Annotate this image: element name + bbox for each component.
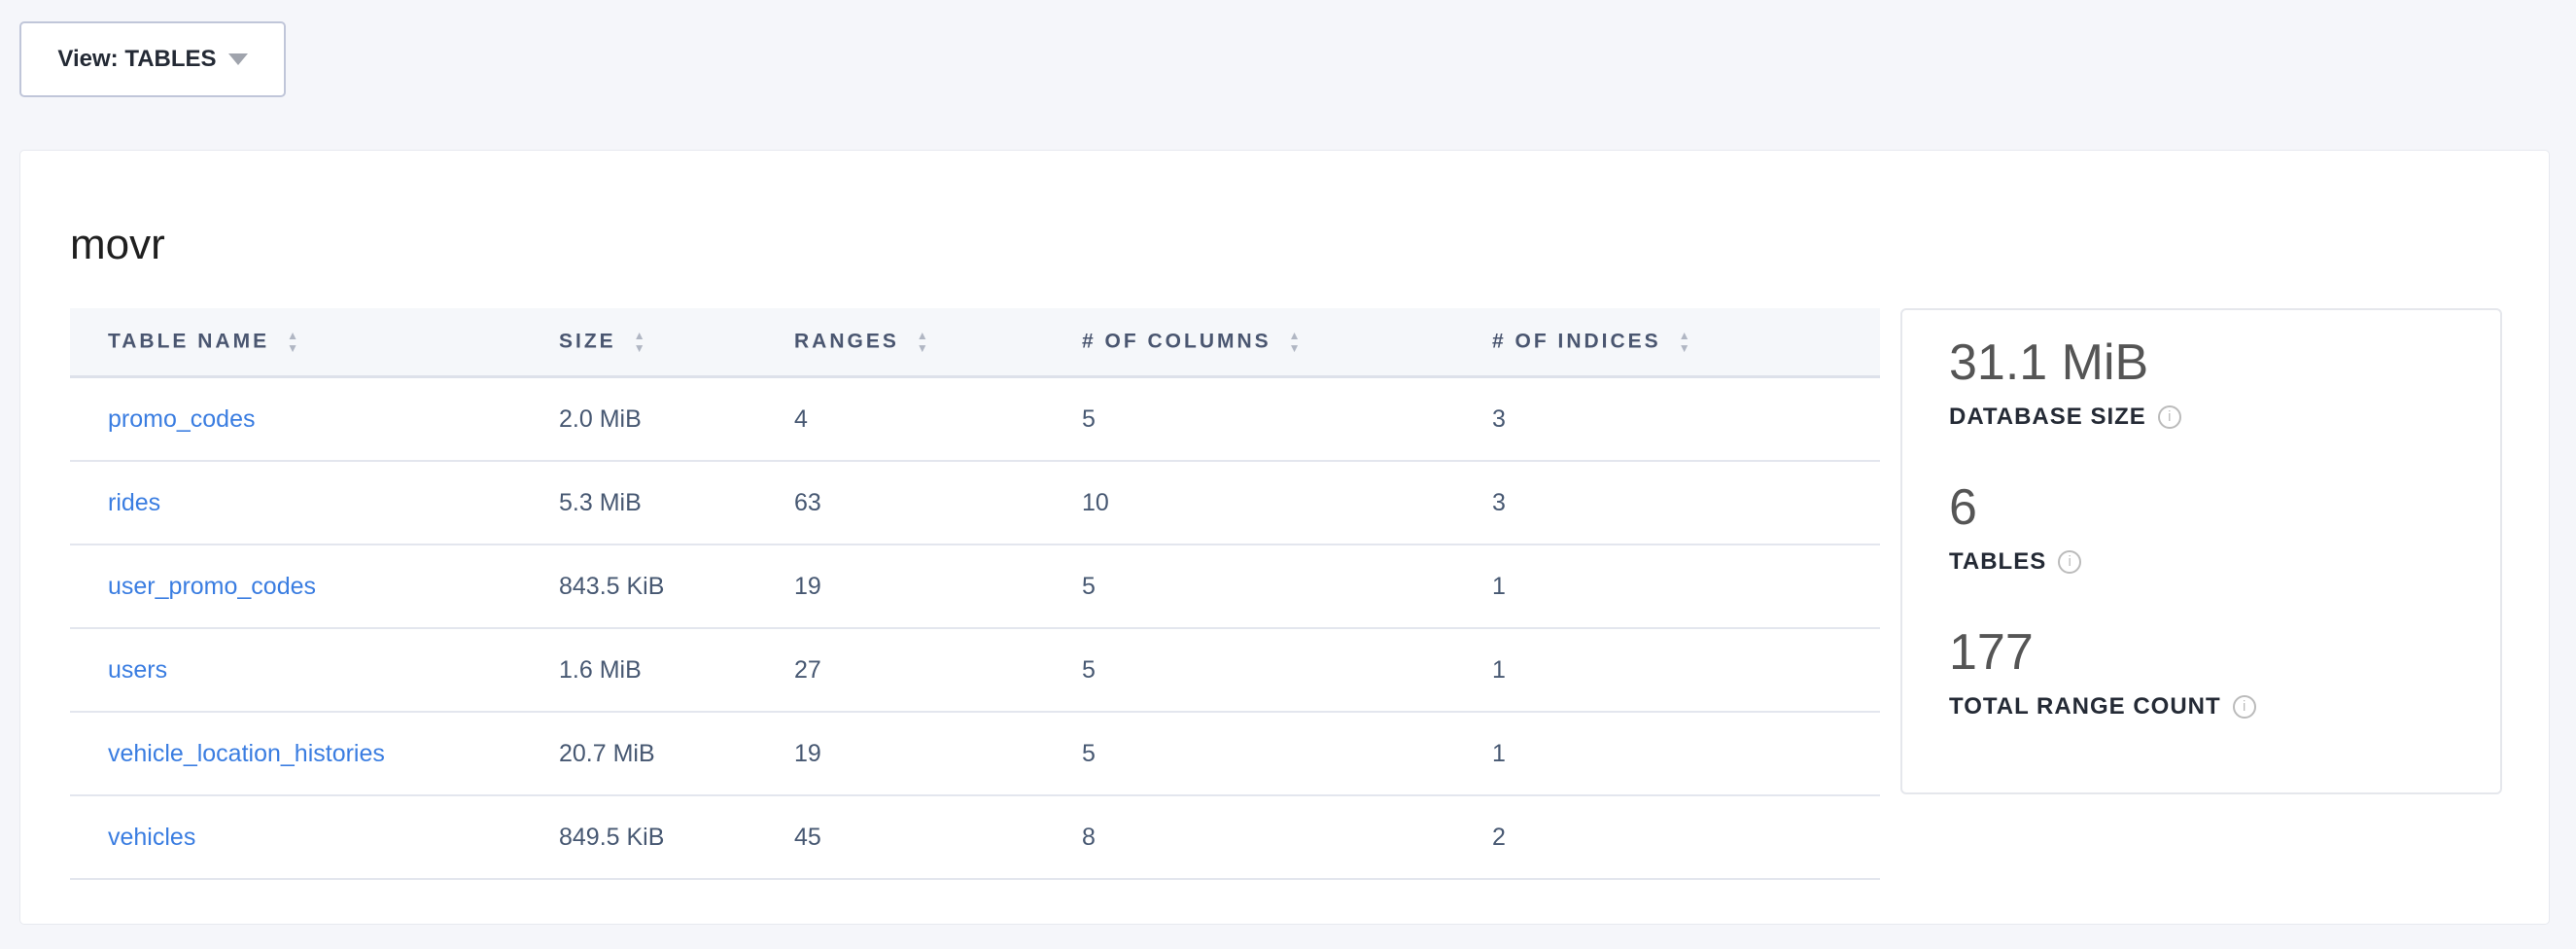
table-cell: 3 bbox=[1492, 376, 1880, 462]
table-cell: 5 bbox=[1082, 712, 1492, 796]
database-summary: 31.1 MiB DATABASE SIZE i 6 TABLES i 177 TO… bbox=[1900, 308, 2502, 794]
table-name-link[interactable]: promo_codes bbox=[108, 404, 256, 433]
column-header-label: RANGES bbox=[794, 330, 899, 353]
table-cell: 2 bbox=[1492, 795, 1880, 880]
table-cell: 8 bbox=[1082, 795, 1492, 880]
tables-table: TABLE NAME ▲ ▼ SIZE ▲ ▼ RANGES ▲ ▼ # OF COLUMNS ▲ ▼… bbox=[70, 308, 1880, 880]
table-row: vehicles 849.5 KiB 45 8 2 bbox=[70, 795, 1880, 880]
table-row: user_promo_codes 843.5 KiB 19 5 1 bbox=[70, 545, 1880, 629]
sort-icon[interactable]: ▲ ▼ bbox=[1678, 328, 1690, 355]
stat-value: 6 bbox=[1949, 479, 1977, 536]
table-cell: 5.3 MiB bbox=[559, 461, 794, 545]
table-row: users 1.6 MiB 27 5 1 bbox=[70, 628, 1880, 713]
table-name-link[interactable]: vehicle_location_histories bbox=[108, 739, 385, 767]
stat-label: DATABASE SIZE bbox=[1949, 404, 2146, 430]
caret-down-icon bbox=[227, 53, 248, 65]
table-row: rides 5.3 MiB 63 10 3 bbox=[70, 461, 1880, 545]
column-header-label: # OF COLUMNS bbox=[1082, 330, 1271, 353]
table-cell: 27 bbox=[794, 628, 1082, 713]
sort-icon[interactable]: ▲ ▼ bbox=[633, 328, 645, 355]
table-cell: 10 bbox=[1082, 461, 1492, 545]
stat-value: 31.1 MiB bbox=[1949, 334, 2149, 391]
stat-database-size: 31.1 MiB DATABASE SIZE i bbox=[1949, 334, 2181, 431]
table-cell: vehicles bbox=[70, 795, 559, 880]
stat-label: TOTAL RANGE COUNT bbox=[1949, 693, 2221, 720]
table-cell: 1.6 MiB bbox=[559, 628, 794, 713]
table-cell: users bbox=[70, 628, 559, 713]
table-cell: 45 bbox=[794, 795, 1082, 880]
stat-label: TABLES bbox=[1949, 548, 2047, 575]
table-cell: rides bbox=[70, 461, 559, 545]
column-header-label: SIZE bbox=[559, 330, 616, 353]
table-cell: 843.5 KiB bbox=[559, 545, 794, 629]
view-selector-dropdown[interactable]: View: TABLES bbox=[19, 21, 286, 97]
info-icon[interactable]: i bbox=[2232, 695, 2256, 719]
column-header[interactable]: # OF INDICES ▲ ▼ bbox=[1492, 308, 1880, 378]
table-cell: 63 bbox=[794, 461, 1082, 545]
info-icon[interactable]: i bbox=[2058, 550, 2082, 574]
table-cell: 19 bbox=[794, 545, 1082, 629]
table-cell: 5 bbox=[1082, 376, 1492, 462]
table-cell: 20.7 MiB bbox=[559, 712, 794, 796]
column-header[interactable]: TABLE NAME ▲ ▼ bbox=[70, 308, 559, 378]
table-cell: 19 bbox=[794, 712, 1082, 796]
info-icon[interactable]: i bbox=[2157, 405, 2181, 429]
sort-icon[interactable]: ▲ ▼ bbox=[287, 328, 298, 355]
column-header-label: TABLE NAME bbox=[108, 330, 270, 353]
view-selector-label: View: TABLES bbox=[57, 46, 217, 72]
database-card: movr TABLE NAME ▲ ▼ SIZE ▲ ▼ RANGES ▲ ▼ # OF COLU… bbox=[19, 150, 2550, 925]
table-name-link[interactable]: user_promo_codes bbox=[108, 572, 317, 600]
table-cell: 2.0 MiB bbox=[559, 376, 794, 462]
table-row: promo_codes 2.0 MiB 4 5 3 bbox=[70, 376, 1880, 462]
table-cell: 1 bbox=[1492, 712, 1880, 796]
column-header[interactable]: RANGES ▲ ▼ bbox=[794, 308, 1082, 378]
table-cell: 5 bbox=[1082, 545, 1492, 629]
table-row: vehicle_location_histories 20.7 MiB 19 5 1 bbox=[70, 712, 1880, 796]
stat-value: 177 bbox=[1949, 624, 2034, 681]
table-cell: 849.5 KiB bbox=[559, 795, 794, 880]
table-cell: 3 bbox=[1492, 461, 1880, 545]
column-header[interactable]: # OF COLUMNS ▲ ▼ bbox=[1082, 308, 1492, 378]
table-cell: promo_codes bbox=[70, 376, 559, 462]
table-name-link[interactable]: users bbox=[108, 655, 168, 684]
table-name-link[interactable]: vehicles bbox=[108, 823, 196, 851]
sort-icon[interactable]: ▲ ▼ bbox=[916, 328, 928, 355]
table-cell: 1 bbox=[1492, 628, 1880, 713]
table-cell: 4 bbox=[794, 376, 1082, 462]
table-cell: user_promo_codes bbox=[70, 545, 559, 629]
table-name-link[interactable]: rides bbox=[108, 488, 161, 516]
database-title: movr bbox=[70, 221, 165, 268]
stat-tables: 6 TABLES i bbox=[1949, 478, 2082, 576]
stat-total-range-count: 177 TOTAL RANGE COUNT i bbox=[1949, 623, 2256, 721]
column-header-label: # OF INDICES bbox=[1492, 330, 1661, 353]
column-header[interactable]: SIZE ▲ ▼ bbox=[559, 308, 794, 378]
table-cell: 1 bbox=[1492, 545, 1880, 629]
table-cell: vehicle_location_histories bbox=[70, 712, 559, 796]
sort-icon[interactable]: ▲ ▼ bbox=[1288, 328, 1301, 355]
table-cell: 5 bbox=[1082, 628, 1492, 713]
